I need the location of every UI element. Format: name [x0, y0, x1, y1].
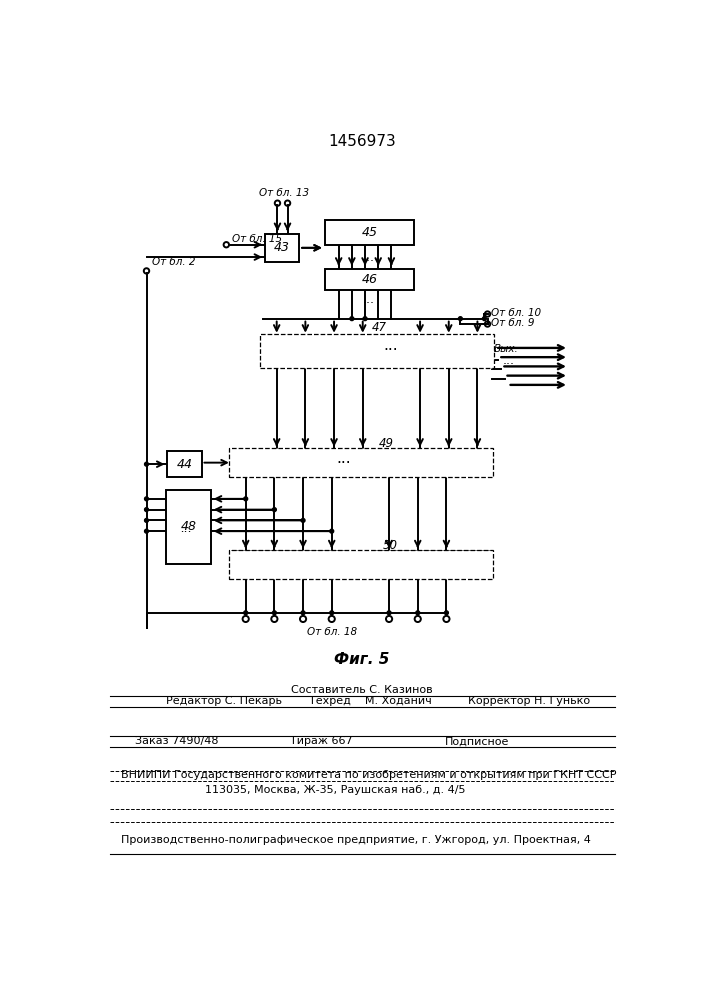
Text: От бл. 13: От бл. 13	[259, 188, 309, 198]
Circle shape	[301, 518, 305, 522]
Text: 50: 50	[383, 539, 398, 552]
Text: 47: 47	[371, 321, 387, 334]
Circle shape	[363, 317, 367, 321]
Circle shape	[482, 317, 486, 321]
Bar	[166, 490, 211, 564]
Bar	[260, 450, 289, 476]
Circle shape	[416, 611, 420, 615]
Text: От бл. 18: От бл. 18	[307, 627, 357, 637]
Text: Составитель С. Казинов: Составитель С. Казинов	[291, 685, 433, 695]
Bar	[232, 450, 260, 476]
Circle shape	[272, 611, 276, 615]
Circle shape	[144, 529, 148, 533]
Text: ...: ...	[383, 338, 398, 353]
Text: 49: 49	[379, 437, 395, 450]
Text: 1456973: 1456973	[328, 134, 396, 149]
Bar	[464, 336, 492, 366]
Circle shape	[244, 497, 247, 501]
Text: От бл. 9: От бл. 9	[491, 318, 535, 328]
Bar	[325, 220, 414, 245]
Circle shape	[458, 317, 462, 321]
Circle shape	[144, 508, 148, 512]
Bar	[461, 551, 490, 577]
Circle shape	[329, 611, 334, 615]
Text: 113035, Москва, Ж-35, Раушская наб., д. 4/5: 113035, Москва, Ж-35, Раушская наб., д. …	[204, 785, 465, 795]
Text: ВНИИПИ Государственного комитета по изобретениям и открытиям при ГКНТ СССР: ВНИИПИ Государственного комитета по изоб…	[121, 770, 617, 780]
Bar	[289, 551, 317, 577]
Circle shape	[144, 497, 148, 501]
Text: 48: 48	[180, 520, 197, 533]
Bar	[349, 336, 378, 366]
Circle shape	[445, 611, 448, 615]
Bar	[320, 336, 349, 366]
Text: Производственно-полиграфическое предприятие, г. Ужгород, ул. Проектная, 4: Производственно-полиграфическое предприя…	[121, 835, 591, 845]
Circle shape	[387, 611, 391, 615]
Text: Вых.: Вых.	[493, 344, 518, 354]
Bar	[317, 551, 346, 577]
Bar	[168, 451, 201, 477]
Circle shape	[144, 462, 148, 466]
Bar	[289, 450, 317, 476]
Circle shape	[244, 611, 247, 615]
Text: 45: 45	[361, 226, 378, 239]
Bar	[433, 551, 461, 577]
Text: ...: ...	[337, 451, 351, 466]
Bar	[263, 336, 291, 366]
Bar	[260, 551, 289, 577]
Bar	[404, 551, 433, 577]
Text: 43: 43	[274, 241, 290, 254]
Circle shape	[144, 518, 148, 522]
Text: 46: 46	[361, 273, 378, 286]
Bar	[433, 450, 461, 476]
Text: Редактор С. Пекарь: Редактор С. Пекарь	[166, 696, 282, 706]
Circle shape	[350, 317, 354, 321]
Bar	[461, 450, 490, 476]
Text: 44: 44	[177, 458, 192, 471]
Text: Фиг. 5: Фиг. 5	[334, 652, 390, 666]
Text: ...: ...	[363, 251, 375, 264]
Text: Тираж 667: Тираж 667	[290, 736, 353, 746]
Bar	[435, 336, 464, 366]
Text: От бл. 10: От бл. 10	[491, 308, 542, 318]
Circle shape	[301, 611, 305, 615]
Circle shape	[272, 508, 276, 512]
Bar	[375, 450, 404, 476]
Bar	[232, 551, 260, 577]
Bar	[406, 336, 435, 366]
Bar	[375, 551, 404, 577]
Text: ...: ...	[180, 522, 192, 535]
Text: Корректор Н. Гунько: Корректор Н. Гунько	[468, 696, 590, 706]
Text: Техред    М. Ходанич: Техред М. Ходанич	[309, 696, 432, 706]
Bar	[317, 450, 346, 476]
Bar	[291, 336, 320, 366]
Text: ...: ...	[502, 354, 514, 367]
Text: От бл. 15: От бл. 15	[232, 234, 282, 244]
Bar	[260, 334, 494, 368]
Text: Подписное: Подписное	[445, 736, 509, 746]
Bar	[325, 269, 414, 290]
Bar	[230, 448, 493, 477]
Bar	[265, 234, 299, 262]
Bar	[404, 450, 433, 476]
Bar	[230, 550, 493, 579]
Text: От бл. 2: От бл. 2	[152, 257, 195, 267]
Text: ...: ...	[363, 293, 375, 306]
Circle shape	[329, 529, 334, 533]
Text: Заказ 7490/48: Заказ 7490/48	[135, 736, 218, 746]
